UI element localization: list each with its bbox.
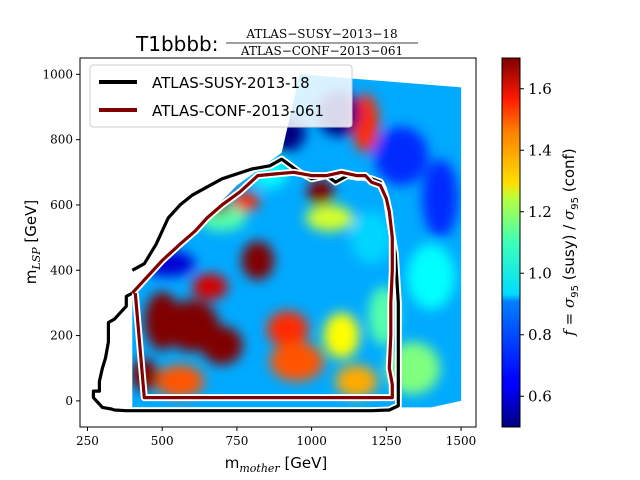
heatmap-cell [422,159,458,238]
heatmap-cell [156,365,205,398]
y-axis-label: mLSP [GeV] [22,200,43,284]
colorbar-ticks: 0.6 0.8 1.0 1.2 1.4 1.6 [520,80,552,405]
heatmap-cell [192,273,228,300]
x-tick-label: 500 [151,434,174,448]
y-tick-label: 200 [50,329,73,343]
heatmap-cell [407,244,456,310]
y-tick-label: 1000 [42,67,73,81]
x-axis-label: mmother [GeV] [225,454,328,475]
colorbar-label: f = σ95 (susy) / σ95 (conf) [560,148,581,336]
contour-line-susy [91,157,400,413]
x-axis-ticks: 250 500 750 1000 1250 1500 [76,427,476,448]
heatmap-cell [323,312,360,359]
colorbar: 0.6 0.8 1.0 1.2 1.4 1.6 f = σ95 (susy) / σ95 … [501,57,581,428]
y-tick-label: 600 [50,198,73,212]
title-prefix: T1bbbb: [135,32,218,56]
colorbar-tick-label: 0.6 [528,387,552,405]
heatmap-cell [201,325,243,365]
x-tick-label: 1500 [446,434,477,448]
legend: ATLAS-SUSY-2013-18 ATLAS-CONF-2013-061 [89,64,353,128]
heatmap-cell [307,178,334,205]
colorbar-tick-label: 1.6 [528,80,552,98]
legend-label-susy: ATLAS-SUSY-2013-18 [152,74,310,92]
chart-title: T1bbbb: ATLAS−SUSY−2013−18 ATLAS−CONF−20… [135,27,418,58]
title-numerator: ATLAS−SUSY−2013−18 [245,27,397,41]
y-tick-label: 400 [50,263,73,277]
contour-line-conf [131,170,394,400]
heatmap-cell [266,311,309,347]
x-tick-label: 1000 [296,434,327,448]
colorbar-tick-label: 1.2 [528,203,552,221]
heatmap-cell [335,365,378,398]
legend-box [89,64,353,128]
colorbar-tick-label: 0.8 [528,326,552,344]
y-tick-label: 800 [50,133,73,147]
heatmap-cell [232,191,260,212]
legend-label-conf: ATLAS-CONF-2013-061 [152,102,324,120]
heatmap-cell [350,211,393,264]
y-axis-ticks: 0 200 400 600 800 1000 [42,67,80,408]
colorbar-gradient [501,57,521,428]
heatmap-cell [241,240,275,281]
heatmap-cell [269,342,324,382]
heatmap-cell [305,204,354,232]
x-tick-label: 750 [225,434,248,448]
title-denominator: ATLAS−CONF−2013−061 [240,44,403,58]
colorbar-tick-label: 1.4 [528,141,552,159]
colorbar-tick-label: 1.0 [528,264,552,282]
x-tick-label: 250 [76,434,99,448]
plot-frame [79,57,477,428]
x-tick-label: 1250 [371,434,402,448]
y-tick-label: 0 [65,394,73,408]
heatmap-cell [374,126,429,186]
